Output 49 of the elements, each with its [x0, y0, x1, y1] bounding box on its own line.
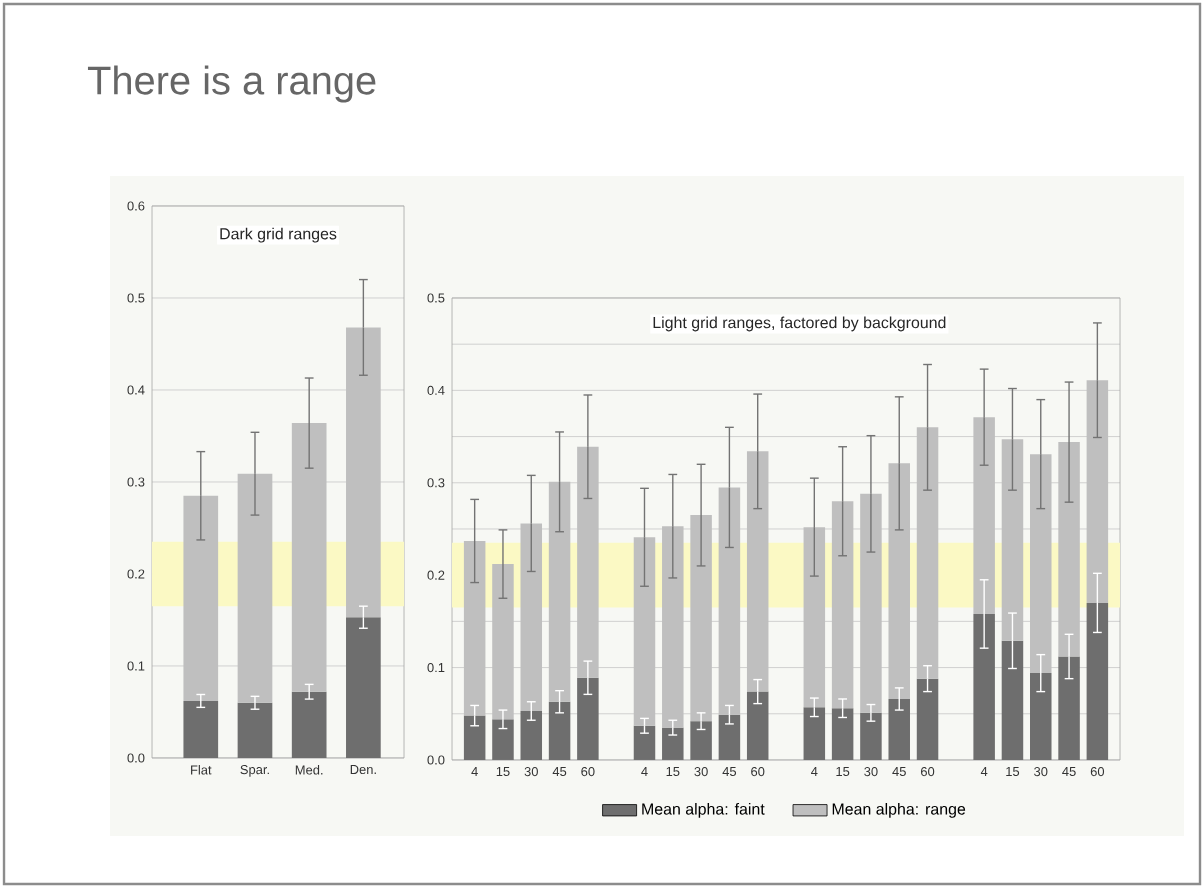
- bar: [183, 495, 219, 701]
- bar: [1086, 380, 1109, 603]
- bar: [690, 515, 712, 722]
- bar: [718, 714, 741, 760]
- bar: [463, 715, 486, 760]
- bar: [237, 473, 273, 703]
- bar: [183, 700, 219, 758]
- bar: [831, 708, 854, 760]
- bar: [633, 537, 656, 726]
- bar: [463, 540, 486, 716]
- bar: [973, 417, 995, 614]
- bar: [346, 617, 381, 758]
- bar: [1086, 602, 1109, 760]
- bar: [888, 463, 910, 699]
- bar: [633, 725, 656, 760]
- bar: [831, 501, 854, 709]
- bar: [888, 698, 910, 760]
- bar: [291, 691, 327, 758]
- bar: [577, 677, 599, 760]
- bar: [492, 719, 514, 760]
- bar: [916, 427, 939, 679]
- bar: [1030, 673, 1052, 760]
- bar: [1058, 656, 1080, 760]
- bar: [548, 701, 571, 760]
- bar: [803, 707, 826, 760]
- bar: [1058, 442, 1080, 657]
- bar: [690, 721, 712, 760]
- bar: [746, 691, 769, 760]
- bar: [577, 446, 599, 678]
- bar: [237, 702, 273, 758]
- bar: [1001, 640, 1024, 760]
- bar: [548, 481, 571, 702]
- chart-title: There is a range: [87, 65, 376, 103]
- bar: [291, 423, 327, 692]
- bar: [916, 678, 939, 760]
- bar: [746, 451, 769, 692]
- bar: [860, 712, 882, 760]
- bar: [718, 487, 741, 715]
- bar: [1030, 454, 1052, 674]
- bar: [1001, 439, 1024, 641]
- bar: [346, 327, 381, 618]
- bar: [860, 493, 882, 713]
- bar: [662, 526, 684, 728]
- bar: [520, 523, 543, 711]
- bar: [662, 727, 684, 760]
- bar: [803, 527, 826, 708]
- bar: [520, 711, 543, 760]
- bar: [973, 613, 995, 760]
- bar: [492, 564, 514, 720]
